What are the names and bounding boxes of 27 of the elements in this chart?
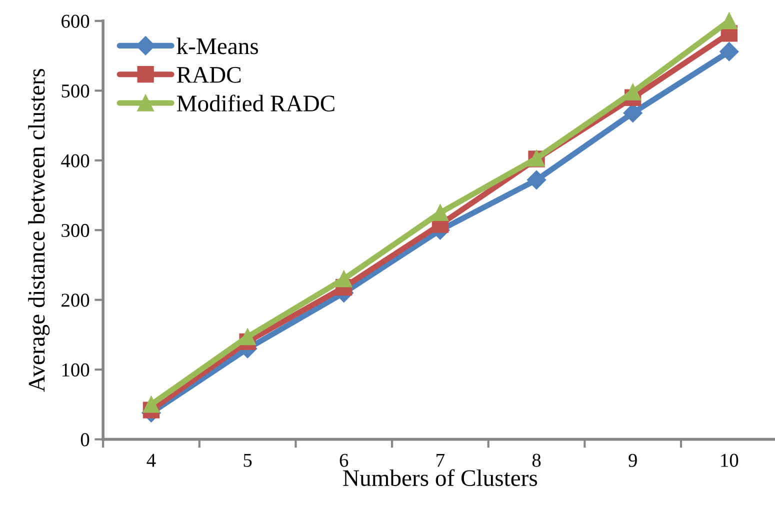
y-tick-label: 300	[62, 224, 90, 238]
y-tick-label: 500	[62, 84, 90, 98]
x-tick-label: 7	[436, 454, 444, 467]
point	[142, 396, 160, 413]
point	[239, 328, 256, 346]
y-tick-label: 400	[61, 154, 90, 168]
x-tick-label: 9	[628, 454, 637, 467]
point	[432, 204, 449, 222]
x-tick-label: 6	[340, 454, 348, 467]
legend-label: RADC	[176, 66, 241, 83]
point	[624, 84, 642, 100]
y-axis-title: Average distance between clusters	[28, 68, 50, 392]
y-tick-label: 600	[62, 14, 90, 28]
x-tick-label: 8	[532, 454, 541, 467]
legend-label: k-Means	[176, 38, 258, 54]
y-tick-label: 200	[62, 294, 90, 307]
y-tick-label: 100	[62, 363, 90, 377]
point	[720, 12, 738, 30]
point	[336, 270, 352, 288]
x-tick-label: 10	[721, 454, 738, 467]
x-axis-title: Numbers of Clusters	[343, 469, 538, 486]
point	[526, 170, 546, 190]
x-tick-label: 4	[146, 454, 156, 467]
point	[720, 42, 739, 62]
legend-label: Modified RADC	[176, 94, 334, 112]
y-tick-label: 0	[80, 433, 90, 446]
x-tick-label: 5	[244, 454, 252, 467]
